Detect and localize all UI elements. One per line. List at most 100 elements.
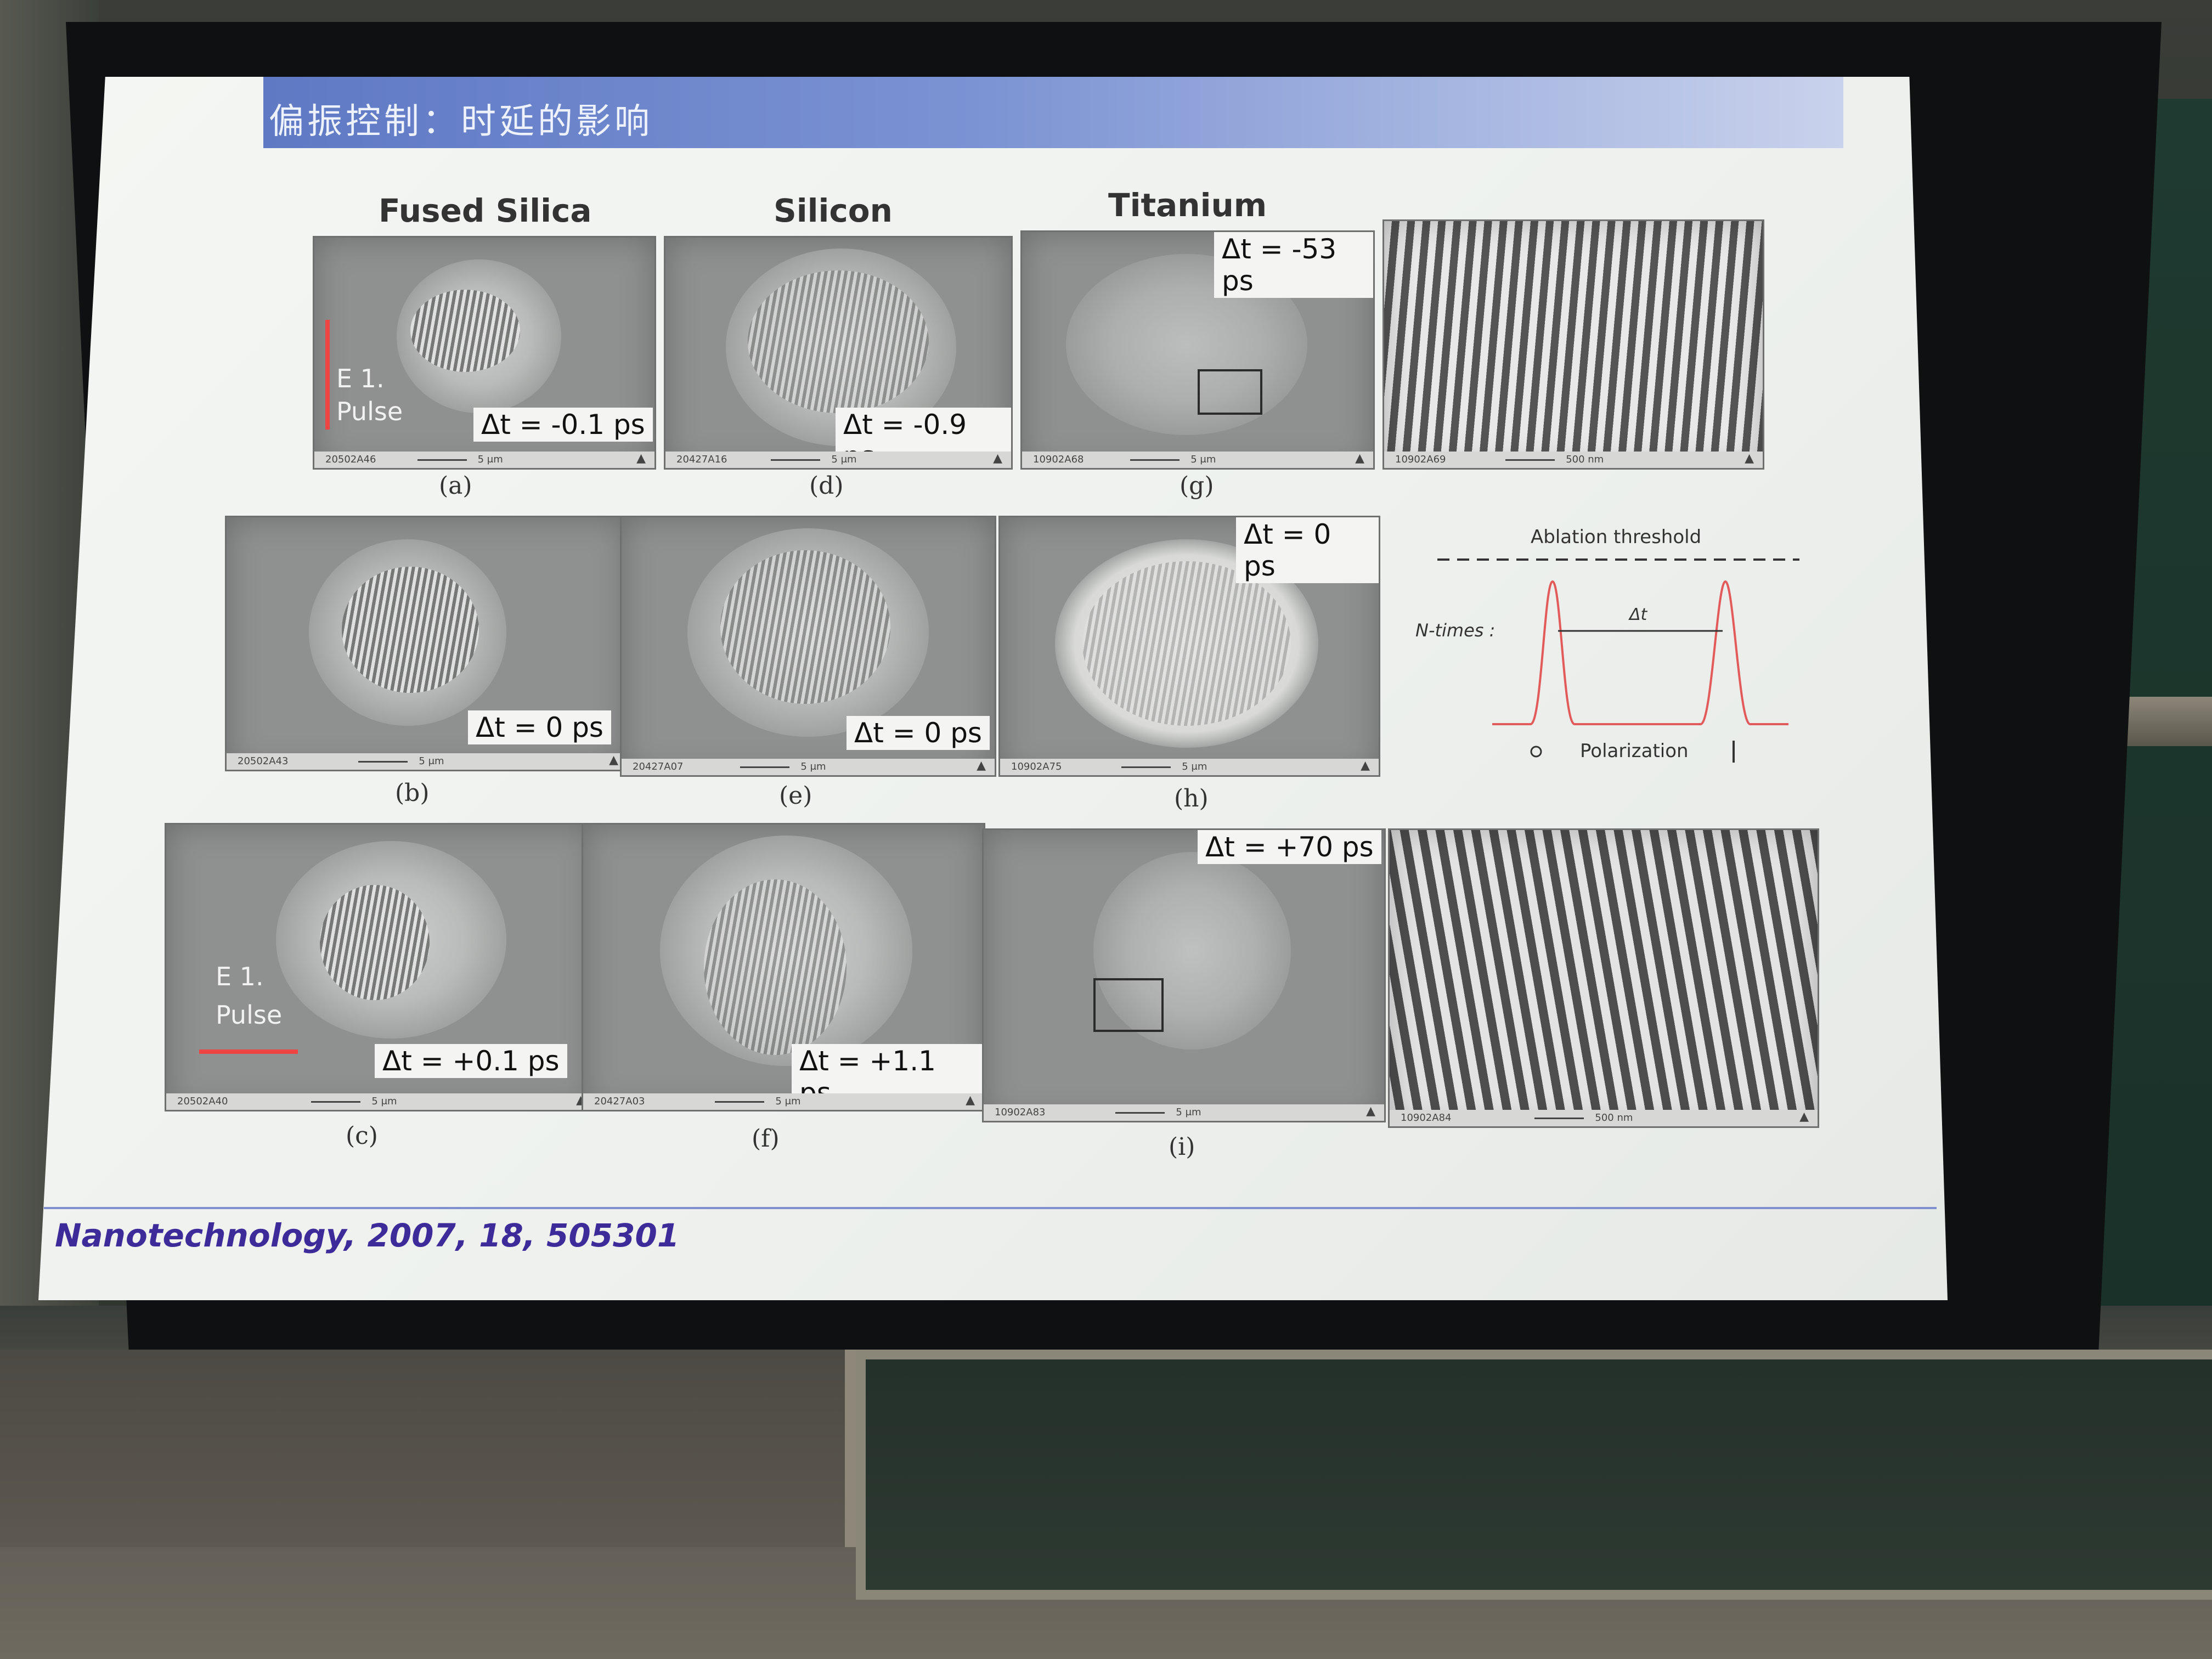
scale-bar: 500 nm [1534, 1112, 1633, 1124]
image-id: 20502A46 [325, 454, 376, 465]
sem-footer: 10902A75 5 μm ▲ [1000, 759, 1379, 775]
citation: Nanotechnology, 2007, 18, 505301 [55, 1217, 680, 1254]
panel-label-f: (f) [752, 1125, 780, 1153]
ripple-pattern [704, 879, 847, 1055]
delay-label: Δt = +0.1 ps [375, 1044, 567, 1078]
sem-panel-e: Δt = 0 ps 20427A07 5 μm ▲ [620, 516, 996, 777]
image-id: 10902A68 [1033, 454, 1084, 465]
polarization-label: Polarization [1580, 740, 1689, 762]
ripple-pattern [1082, 561, 1291, 726]
panel-label-b: (b) [395, 779, 430, 807]
panel-label-d: (d) [809, 472, 844, 500]
image-id: 20427A03 [594, 1096, 645, 1107]
delta-t-label: Δt [1628, 605, 1648, 624]
delay-label: Δt = 0 ps [468, 710, 611, 744]
image-id: 20502A43 [238, 755, 289, 767]
zoom-region-box [1093, 978, 1164, 1032]
column-head-silicon: Silicon [774, 192, 893, 229]
slide-title-bar [263, 77, 1843, 148]
image-id: 20427A07 [633, 761, 684, 772]
sem-panel-a: E 1. Pulse Δt = -0.1 ps 20502A46 5 μm ▲ [313, 236, 656, 470]
scale-bar: 5 μm [311, 1096, 397, 1107]
delay-label: Δt = +70 ps [1198, 830, 1381, 864]
panel-label-g: (g) [1180, 472, 1214, 500]
sem-footer: 10902A68 5 μm ▲ [1022, 452, 1373, 468]
scale-bar: 5 μm [1130, 454, 1216, 465]
triangle-icon: ▲ [1366, 1104, 1375, 1118]
triangle-icon: ▲ [966, 1093, 975, 1107]
polarization-dot-icon [1530, 746, 1542, 758]
sem-panel-i: Δt = +70 ps 10902A83 5 μm ▲ [982, 828, 1386, 1122]
ripple-pattern [320, 885, 430, 1000]
n-times-label: N-times : [1415, 620, 1495, 641]
image-id: 20502A40 [177, 1096, 228, 1107]
slide-footer-rule [44, 1207, 1937, 1209]
image-id: 10902A83 [995, 1107, 1046, 1118]
delay-label: Δt = 0 ps [1236, 517, 1379, 583]
pulse-diagram: Ablation threshold N-times : Δt Polariza… [1415, 526, 1799, 763]
sem-panel-h: Δt = 0 ps 10902A75 5 μm ▲ [998, 516, 1380, 777]
sem-footer: 10902A83 5 μm ▲ [984, 1104, 1384, 1121]
sem-footer: 20502A43 5 μm ▲ [227, 753, 627, 770]
scale-bar: 5 μm [714, 1096, 801, 1107]
sem-panel-d: Δt = -0.9 ps 20427A16 5 μm ▲ [664, 236, 1013, 470]
lower-left-panel [0, 1350, 856, 1547]
ripple-pattern [748, 270, 929, 413]
triangle-icon: ▲ [1355, 452, 1364, 465]
zoom-region-box [1198, 369, 1262, 415]
sem-footer: 20427A03 5 μm ▲ [583, 1093, 984, 1110]
scale-bar: 5 μm [417, 454, 503, 465]
image-id: 10902A69 [1395, 454, 1446, 465]
triangle-icon: ▲ [1745, 452, 1754, 465]
scale-bar: 5 μm [1115, 1107, 1201, 1118]
sem-footer: 10902A69 500 nm ▲ [1384, 452, 1763, 468]
sem-panel-b: Δt = 0 ps 20502A43 5 μm ▲ [225, 516, 629, 771]
lower-blackboard [856, 1350, 2212, 1600]
pulse-label: Pulse [216, 1000, 283, 1030]
delay-label: Δt = -0.1 ps [473, 408, 653, 442]
sem-zoom-panel-g: 10902A69 500 nm ▲ [1383, 219, 1764, 470]
scale-bar: 5 μm [770, 454, 857, 465]
triangle-icon: ▲ [1361, 759, 1370, 772]
polarization-arrow-vertical [325, 320, 330, 430]
scale-bar: 5 μm [358, 755, 444, 767]
sem-footer: 20427A07 5 μm ▲ [622, 759, 995, 775]
panel-label-a: (a) [439, 472, 472, 500]
panel-label-i: (i) [1169, 1133, 1195, 1161]
sem-footer: 20502A46 5 μm ▲ [314, 452, 654, 468]
sem-zoom-panel-i: 10902A84 500 nm ▲ [1388, 828, 1819, 1128]
e-field-label: E 1. [216, 962, 264, 991]
delay-label: Δt = -53 ps [1214, 232, 1373, 298]
pulse-label: Pulse [336, 397, 403, 426]
triangle-icon: ▲ [636, 452, 646, 465]
column-head-titanium: Titanium [1108, 187, 1267, 224]
sem-footer: 20427A16 5 μm ▲ [665, 452, 1011, 468]
slide-title: 偏振控制：时延的影响 [269, 101, 653, 142]
panel-label-h: (h) [1174, 785, 1209, 812]
scale-bar: 5 μm [740, 761, 826, 772]
pulse-pair-curve [1492, 580, 1788, 725]
scale-bar: 500 nm [1505, 454, 1604, 465]
ripple-pattern [410, 290, 520, 372]
ripple-pattern [342, 567, 479, 693]
triangle-icon: ▲ [993, 452, 1002, 465]
delay-label: Δt = 0 ps [847, 716, 990, 750]
scale-bar: 5 μm [1121, 761, 1207, 772]
e-field-label: E 1. [336, 364, 385, 393]
image-id: 20427A16 [676, 454, 727, 465]
sem-panel-f: Δt = +1.1 ps 20427A03 5 μm ▲ [582, 823, 985, 1111]
image-id: 10902A75 [1011, 761, 1062, 772]
panel-label-c: (c) [346, 1122, 378, 1150]
image-id: 10902A84 [1401, 1112, 1452, 1124]
sem-footer: 20502A40 5 μm ▲ [166, 1093, 594, 1110]
triangle-icon: ▲ [609, 753, 618, 767]
polarization-arrow-horizontal [199, 1049, 298, 1054]
ripple-pattern [720, 550, 890, 704]
sem-footer: 10902A84 500 nm ▲ [1390, 1110, 1818, 1126]
panel-label-e: (e) [779, 782, 812, 810]
ablation-threshold-label: Ablation threshold [1531, 526, 1701, 548]
triangle-icon: ▲ [977, 759, 986, 772]
sem-panel-g: Δt = -53 ps 10902A68 5 μm ▲ [1020, 230, 1375, 470]
triangle-icon: ▲ [1799, 1110, 1809, 1124]
column-head-fused-silica: Fused Silica [379, 192, 592, 229]
